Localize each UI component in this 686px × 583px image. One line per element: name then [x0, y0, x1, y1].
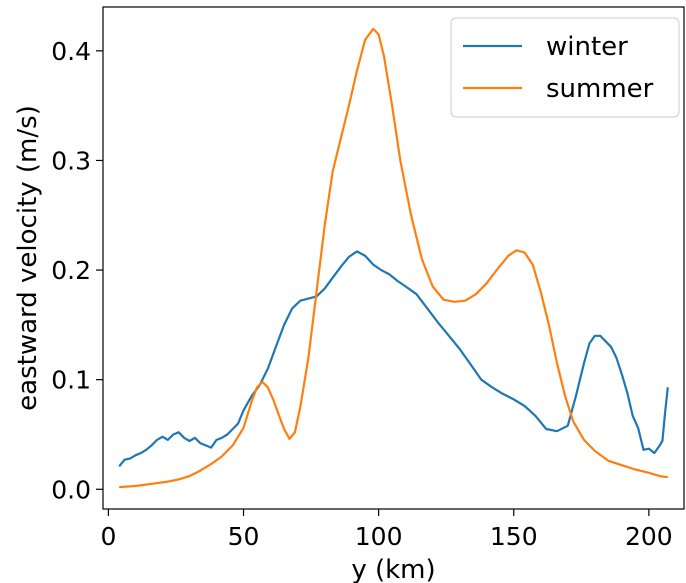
- y-tick-label: 0.0: [51, 475, 91, 504]
- plot-frame: [102, 6, 685, 510]
- x-axis-label: y (km): [351, 555, 435, 583]
- y-tick-label: 0.1: [51, 366, 91, 395]
- x-tick-label: 200: [625, 522, 673, 551]
- y-tick-label: 0.4: [51, 37, 91, 66]
- legend: winter summer: [450, 17, 680, 118]
- series-line-summer: [119, 27, 668, 489]
- y-tick-label: 0.2: [51, 256, 91, 285]
- x-tick-label: 0: [100, 522, 116, 551]
- series-line-winter: [118, 250, 669, 467]
- legend-label-winter: winter: [546, 32, 628, 62]
- x-tick-label: 150: [490, 522, 538, 551]
- y-axis-label: eastward velocity (m/s): [13, 105, 43, 411]
- series-layer: [118, 27, 669, 489]
- y-tick-label: 0.3: [51, 146, 91, 175]
- x-tick-label: 100: [355, 522, 403, 551]
- legend-label-summer: summer: [546, 74, 654, 104]
- ticks-layer: 0 50 100 150 200 0.0 0.1 0.2 0.3 0.4: [51, 37, 672, 551]
- legend-box: [450, 17, 680, 118]
- x-tick-label: 50: [228, 522, 260, 551]
